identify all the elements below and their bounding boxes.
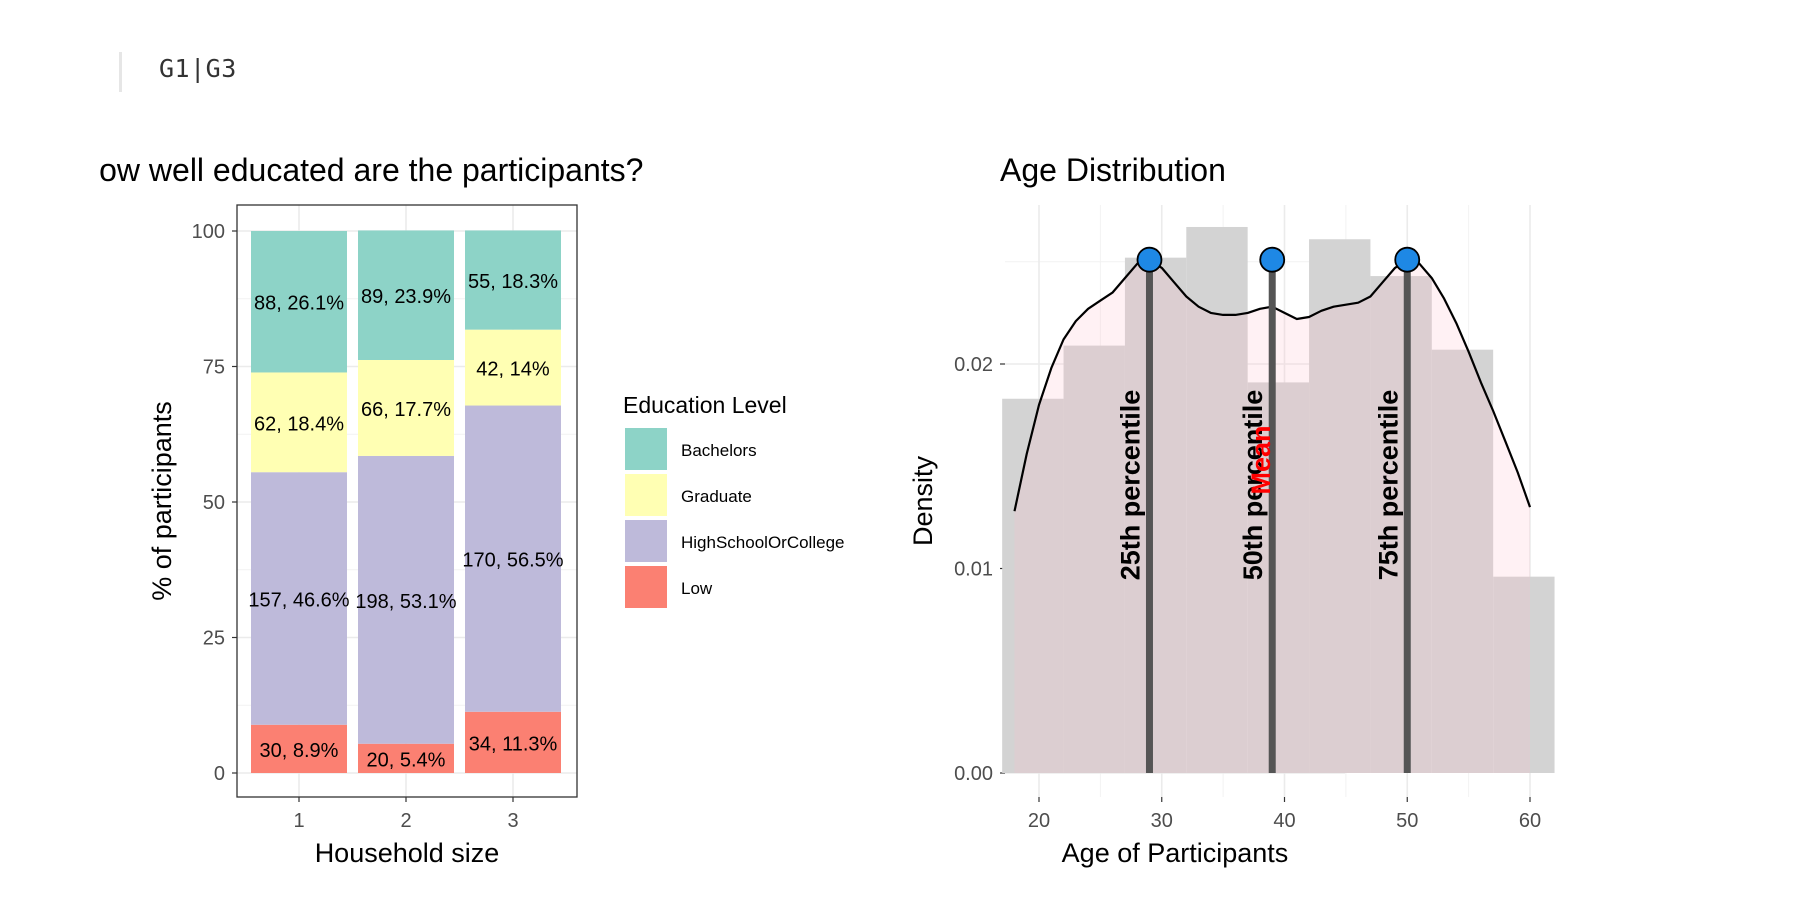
age-histogram-bar [1247, 382, 1310, 773]
age-percentile-label: 50th percentile [1238, 390, 1268, 581]
education-legend: Education Level Bachelors Graduate HighScho… [623, 392, 844, 608]
age-percentile-point [1394, 246, 1421, 273]
education-legend-swatch [625, 474, 667, 516]
age-x-tick-label: 40 [1273, 810, 1295, 832]
age-percentile-label: 25th percentile [1115, 390, 1145, 581]
education-x-tick-label: 3 [507, 810, 518, 832]
education-x-tick-label: 1 [293, 810, 304, 832]
education-bar-label: 34, 11.3% [469, 733, 558, 755]
education-bar-label: 198, 53.1% [355, 591, 456, 613]
education-bar-segment [358, 230, 454, 360]
code-block-bar [119, 52, 122, 92]
education-legend-swatch [625, 428, 667, 470]
code-label: G1|G3 [159, 54, 237, 83]
education-legend-swatch [625, 520, 667, 562]
education-bar-label: 42, 14% [476, 359, 550, 381]
education-bar-segment [251, 472, 347, 725]
age-histogram-bar [1431, 349, 1494, 773]
age-percentile-point [1259, 246, 1286, 273]
age-mean-label: Mean [1246, 425, 1276, 494]
age-histogram-bar [1309, 239, 1371, 773]
education-bar-label: 89, 23.9% [361, 286, 451, 308]
age-histogram-bar [1493, 576, 1555, 773]
age-histogram-bar [1002, 398, 1064, 773]
age-histogram-bar [1063, 345, 1125, 773]
age-x-tick-label: 60 [1519, 810, 1541, 832]
education-bar-segment [465, 230, 561, 330]
education-y-tick-label: 0 [214, 763, 225, 785]
education-bar-segment [358, 359, 454, 456]
education-legend-swatch [625, 566, 667, 608]
education-bar-segment [465, 711, 561, 773]
age-chart: 20 30 40 50 60 0.00 0.01 0.02 25th percentile 50t… [908, 205, 1555, 868]
age-y-tick-label: 0.02 [954, 354, 993, 376]
education-bar-segment [358, 743, 454, 773]
education-legend-label: Low [681, 579, 713, 598]
age-histogram-bar [1370, 276, 1432, 773]
education-plot-border [236, 204, 578, 798]
age-y-tick-label: 0.00 [954, 763, 993, 785]
education-bar-label: 170, 56.5% [462, 550, 563, 572]
education-bar-label: 66, 17.7% [361, 399, 451, 421]
age-x-axis-title: Age of Participants [1062, 838, 1289, 868]
education-y-tick-label: 50 [203, 492, 225, 514]
education-bar-segment [358, 455, 454, 744]
education-bar-label: 62, 18.4% [254, 413, 344, 435]
age-histogram-bar [1186, 226, 1248, 774]
education-bar-label: 88, 26.1% [254, 293, 344, 315]
education-bar-segment [465, 329, 561, 406]
age-x-tick-label: 30 [1151, 810, 1173, 832]
age-x-tick-label: 50 [1396, 810, 1418, 832]
education-bar-label: 55, 18.3% [468, 271, 558, 293]
age-percentile-point [1136, 246, 1163, 273]
education-bar-label: 30, 8.9% [260, 740, 339, 762]
education-y-axis-title: % of participants [147, 401, 177, 601]
education-bar-segment [465, 405, 561, 712]
education-legend-label: HighSchoolOrCollege [681, 533, 844, 552]
education-bar-segment [251, 231, 347, 373]
education-y-tick-label: 100 [192, 221, 225, 243]
age-x-tick-label: 20 [1028, 810, 1050, 832]
age-y-tick-label: 0.01 [954, 559, 993, 581]
education-x-tick-label: 2 [400, 810, 411, 832]
education-legend-label: Bachelors [681, 441, 757, 460]
education-chart-title-text: How well educated are the participants? [100, 152, 644, 188]
age-y-axis-title: Density [908, 455, 938, 546]
education-bar-segment [251, 724, 347, 773]
education-y-tick-label: 25 [203, 628, 225, 650]
age-chart-title: Age Distribution [1000, 152, 1226, 188]
education-legend-title: Education Level [623, 392, 787, 418]
education-y-tick-label: 75 [203, 357, 225, 379]
age-histogram-bar [1124, 257, 1187, 773]
education-bar-label: 20, 5.4% [367, 749, 446, 771]
education-chart-title: How well educated are the participants? [100, 152, 720, 189]
education-legend-label: Graduate [681, 487, 752, 506]
education-x-axis-title: Household size [315, 838, 500, 868]
education-chart: 0 25 50 75 100 1 2 3 30, 8.9% 157, 46.6% 62, 18.4%… [147, 204, 578, 868]
education-bar-segment [251, 372, 347, 473]
age-percentile-label: 75th percentile [1373, 390, 1403, 581]
education-bar-label: 157, 46.6% [248, 589, 349, 611]
